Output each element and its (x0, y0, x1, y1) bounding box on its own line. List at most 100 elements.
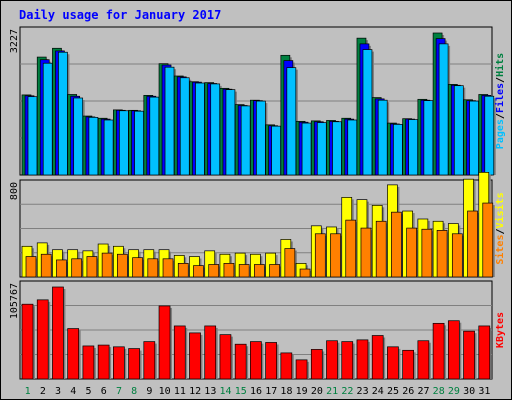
bar-sites-23 (360, 227, 372, 278)
legend-entry-sites: Sites (494, 235, 506, 265)
bar-sites-17 (269, 264, 280, 278)
bar-kbytes-17 (265, 342, 277, 380)
bar-pages-6 (103, 119, 114, 176)
legend-entry-hits: Hits (494, 53, 506, 77)
bar-sites-9 (147, 258, 159, 278)
x-tick-label-13: 13 (204, 386, 216, 397)
bar-pages-8 (134, 110, 144, 176)
bar-pages-16 (256, 100, 266, 176)
bar-kbytes-1 (21, 303, 34, 380)
bar-kbytes-7 (113, 346, 125, 380)
x-tick-label-19: 19 (296, 386, 308, 397)
bar-sites-24 (375, 220, 387, 278)
x-tick-label-4: 4 (70, 386, 76, 397)
bar-kbytes-14 (219, 334, 232, 380)
bar-pages-9 (149, 96, 160, 176)
bar-sites-8 (132, 257, 143, 278)
bar-kbytes-10 (158, 305, 171, 380)
bar-kbytes-30 (463, 330, 475, 380)
bar-sites-26 (406, 227, 417, 278)
panel-hits-ymax-label: 3227 (9, 29, 20, 53)
bar-sites-14 (223, 263, 235, 278)
bar-pages-23 (362, 49, 373, 176)
chart-title: Daily usage for January 2017 (19, 8, 221, 22)
panel-kbytes-ymax-label: 105767 (9, 283, 20, 319)
bar-pages-2 (42, 62, 53, 176)
bar-pages-14 (225, 89, 236, 176)
legend-entry-pages: Pages (495, 119, 506, 149)
bar-pages-30 (469, 100, 479, 176)
x-tick-label-2: 2 (40, 386, 46, 397)
bar-pages-27 (423, 100, 434, 176)
bar-sites-13 (208, 264, 220, 278)
x-tick-label-28: 28 (433, 386, 445, 397)
bar-kbytes-25 (387, 346, 399, 380)
bar-pages-4 (73, 97, 84, 176)
bar-kbytes-23 (356, 339, 369, 380)
bar-kbytes-29 (447, 320, 460, 380)
bar-sites-11 (177, 263, 189, 278)
x-tick-label-5: 5 (86, 386, 92, 397)
bar-kbytes-13 (204, 325, 217, 380)
legend-entry-files: Files (494, 83, 506, 113)
bar-sites-25 (391, 211, 402, 278)
bar-kbytes-9 (143, 341, 156, 380)
bar-pages-7 (119, 110, 129, 176)
bar-pages-11 (179, 77, 190, 176)
x-tick-label-6: 6 (101, 386, 107, 397)
legend-entry-visits: Visits (494, 192, 506, 228)
legend-separator: / (495, 113, 506, 119)
bar-pages-10 (164, 66, 175, 176)
bar-pages-21 (332, 121, 342, 176)
bar-sites-19 (299, 268, 311, 278)
x-tick-label-23: 23 (357, 386, 369, 397)
x-tick-label-26: 26 (402, 386, 414, 397)
legend-separator: / (495, 228, 506, 234)
panel-visits: 800 Sites/Visits (9, 172, 506, 278)
bar-sites-31 (482, 202, 494, 278)
x-tick-label-18: 18 (280, 386, 292, 397)
bar-pages-15 (240, 105, 251, 176)
bar-kbytes-22 (341, 341, 354, 380)
bar-kbytes-4 (67, 328, 80, 380)
bar-sites-18 (284, 248, 296, 278)
bar-pages-17 (271, 125, 281, 176)
bar-sites-29 (451, 233, 463, 278)
x-tick-label-12: 12 (189, 386, 201, 397)
bar-pages-5 (88, 117, 99, 176)
bar-sites-6 (101, 252, 113, 278)
bar-kbytes-20 (310, 349, 323, 380)
bar-sites-21 (330, 233, 341, 278)
x-tick-label-9: 9 (146, 386, 152, 397)
bar-pages-13 (210, 83, 221, 176)
panel-visits-ymax-label: 800 (9, 182, 20, 200)
bar-sites-30 (467, 210, 478, 278)
bar-kbytes-6 (97, 344, 110, 380)
x-tick-label-24: 24 (372, 386, 384, 397)
bar-sites-10 (162, 258, 174, 278)
bar-kbytes-21 (326, 340, 338, 380)
bar-sites-27 (421, 228, 433, 278)
x-tick-label-3: 3 (55, 386, 61, 397)
bar-kbytes-16 (250, 341, 262, 380)
bar-pages-19 (301, 122, 312, 176)
x-tick-label-25: 25 (387, 386, 399, 397)
panel-visits-legend: Sites/Visits (494, 192, 506, 264)
bar-kbytes-2 (36, 299, 49, 380)
bar-kbytes-8 (128, 348, 140, 380)
bar-kbytes-11 (173, 325, 186, 380)
bar-pages-24 (377, 99, 388, 176)
bar-sites-16 (254, 264, 265, 278)
bar-pages-18 (286, 67, 297, 176)
bar-pages-22 (347, 119, 358, 176)
bar-kbytes-12 (189, 332, 201, 380)
bar-pages-1 (27, 96, 38, 176)
bar-kbytes-18 (280, 352, 293, 380)
x-tick-label-31: 31 (478, 386, 490, 397)
legend-entry-kbytes: KBytes (495, 312, 506, 348)
x-tick-label-29: 29 (448, 386, 460, 397)
bar-pages-28 (438, 43, 449, 176)
x-tick-label-21: 21 (326, 386, 338, 397)
